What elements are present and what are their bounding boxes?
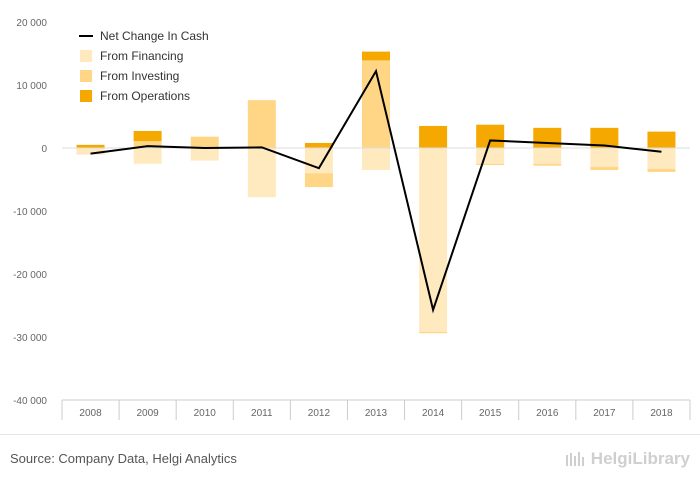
bar-from-investing	[247, 100, 276, 148]
y-tick-label: 20 000	[16, 18, 47, 29]
bar-from-investing	[533, 163, 562, 166]
bar-from-financing	[533, 148, 562, 164]
bar-from-investing	[76, 153, 105, 155]
y-tick-label: -20 000	[13, 270, 47, 281]
x-tick-label: 2008	[79, 408, 102, 419]
legend-swatch	[80, 90, 92, 102]
y-tick-label: -40 000	[13, 396, 47, 407]
bar-from-investing	[419, 331, 448, 334]
bar-from-investing	[590, 166, 619, 171]
bar-from-financing	[647, 148, 676, 169]
bar-from-operations	[362, 51, 390, 61]
bar-from-operations	[304, 142, 333, 148]
chart: 20 000 10 000 0 -10 000 -20 000 -30 000 -40 00…	[13, 18, 691, 420]
x-tick-label: 2017	[593, 408, 616, 419]
bar-from-financing	[76, 148, 105, 154]
brand-name: HelgiLibrary	[590, 449, 690, 468]
x-tick-label: 2016	[536, 408, 559, 419]
bar-from-investing	[133, 141, 162, 148]
bar-from-investing	[647, 168, 676, 172]
bar-from-operations	[533, 127, 562, 148]
x-tick-label: 2010	[194, 408, 217, 419]
y-tick-label: -10 000	[13, 207, 47, 218]
x-tick-label: 2012	[308, 408, 331, 419]
x-tick-label: 2018	[650, 408, 673, 419]
x-tick-label: 2013	[365, 408, 388, 419]
y-tick-label: -30 000	[13, 333, 47, 344]
bar-from-financing	[362, 148, 390, 171]
legend-label: Net Change In Cash	[100, 29, 209, 43]
y-tick-label: 10 000	[16, 81, 47, 92]
brand-logo: HelgiLibrary	[565, 449, 690, 469]
x-tick-label: 2015	[479, 408, 502, 419]
library-icon	[565, 452, 584, 466]
bar-from-financing	[419, 148, 448, 332]
x-tick-label: 2009	[137, 408, 160, 419]
bar-from-operations	[133, 130, 162, 142]
bar-from-operations	[476, 124, 505, 148]
footer: Source: Company Data, Helgi Analytics He…	[0, 434, 700, 484]
legend-swatch	[80, 50, 92, 62]
bar-from-operations	[590, 127, 619, 148]
bar-from-investing	[304, 173, 333, 188]
bar-from-financing	[247, 148, 276, 198]
bar-from-investing	[190, 136, 219, 148]
y-tick-label: 0	[41, 144, 47, 155]
bar-from-financing	[133, 148, 162, 164]
net-change-line	[90, 68, 662, 314]
x-tick-label: 2011	[251, 408, 273, 419]
bar-from-investing	[476, 163, 505, 166]
bar-from-financing	[590, 148, 619, 167]
source-note: Source: Company Data, Helgi Analytics	[10, 451, 237, 466]
bar-from-operations	[419, 125, 448, 148]
legend-label: From Operations	[100, 89, 190, 103]
legend-swatch	[80, 70, 92, 82]
legend-label: From Investing	[100, 69, 179, 83]
bar-from-financing	[190, 148, 219, 161]
bar-from-financing	[476, 148, 505, 164]
legend-label: From Financing	[100, 49, 183, 63]
bar-from-operations	[647, 131, 676, 148]
x-tick-label: 2014	[422, 408, 445, 419]
bar-from-operations	[76, 144, 105, 148]
